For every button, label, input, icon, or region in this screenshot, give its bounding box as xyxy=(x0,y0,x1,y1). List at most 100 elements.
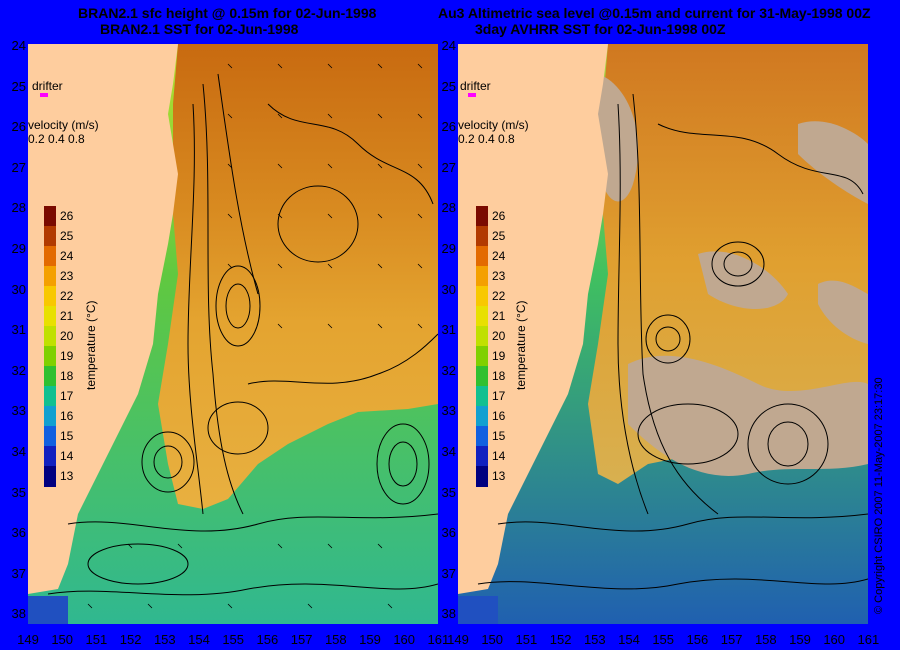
colorbar-tick-label: 23 xyxy=(492,269,506,283)
colorbar-swatch xyxy=(476,466,488,487)
colorbar-swatch xyxy=(476,266,488,287)
colorbar-tick-label: 25 xyxy=(60,229,74,243)
colorbar-swatch xyxy=(44,346,56,367)
colorbar-swatch xyxy=(44,206,56,227)
colorbar-tick-label: 22 xyxy=(492,289,506,303)
colorbar-swatch xyxy=(44,286,56,307)
colorbar-tick-label: 24 xyxy=(492,249,506,263)
colorbar-swatch xyxy=(476,306,488,327)
lat-label: 31 xyxy=(11,322,26,338)
lon-label-left: 159 xyxy=(359,632,381,647)
colorbar-tick-label: 17 xyxy=(60,389,74,403)
bran-sst-map xyxy=(28,44,438,624)
lon-label-right: 158 xyxy=(754,632,777,647)
colorbar-swatch xyxy=(476,246,488,267)
lon-label-right: 151 xyxy=(515,632,538,647)
velocity-label-left: velocity (m/s) xyxy=(28,118,99,132)
drifter-label-left: drifter xyxy=(32,79,63,93)
lon-label-left: 161 xyxy=(427,632,450,647)
colorbar-left xyxy=(44,206,56,487)
lon-label-right: 161 xyxy=(857,632,880,647)
colorbar-swatch xyxy=(44,386,56,407)
colorbar-tick-label: 18 xyxy=(492,369,506,383)
lon-label-right: 160 xyxy=(823,632,846,647)
right-title-2: 3day AVHRR SST for 02-Jun-1998 00Z xyxy=(475,21,726,37)
copyright-text: © Copyright CSIRO 2007 11-May-2007 23:17… xyxy=(873,377,885,614)
lon-label-left: 160 xyxy=(393,632,416,647)
colorbar-tick-label: 26 xyxy=(60,209,74,223)
lat-label-right: 31 xyxy=(441,322,456,338)
lat-label-right: 28 xyxy=(441,200,456,216)
lat-label: 29 xyxy=(11,241,26,256)
colorbar-tick-label: 26 xyxy=(492,209,506,223)
lat-label: 38 xyxy=(11,606,26,622)
lon-label-right: 150 xyxy=(481,632,504,647)
lon-label-right: 149 xyxy=(447,632,469,647)
colorbar-swatch xyxy=(476,406,488,427)
colorbar-tick-label: 20 xyxy=(492,329,506,343)
lat-label: 27 xyxy=(11,159,26,175)
colorbar-swatch xyxy=(476,426,488,447)
lon-label-right: 154 xyxy=(618,632,640,647)
colorbar-right xyxy=(476,206,488,487)
lon-label-left: 155 xyxy=(222,632,245,647)
colorbar-tick-label: 16 xyxy=(60,409,74,423)
lat-label-right: 35 xyxy=(441,484,456,500)
colorbar-swatch xyxy=(44,306,56,327)
lat-label-right: 25 xyxy=(441,78,456,94)
lon-label-right: 156 xyxy=(686,632,709,647)
lat-label: 34 xyxy=(11,444,26,459)
colorbar-swatch xyxy=(476,326,488,347)
lat-label: 28 xyxy=(11,200,26,216)
colorbar-swatch xyxy=(476,206,488,227)
colorbar-swatch xyxy=(44,366,56,387)
colorbar-tick-label: 21 xyxy=(492,309,506,323)
drifter-marker-right xyxy=(468,93,476,97)
lon-label-left: 157 xyxy=(290,632,313,647)
colorbar-tick-label: 21 xyxy=(60,309,74,323)
bran-map-graphic xyxy=(28,44,438,624)
lon-label-left: 152 xyxy=(119,632,142,647)
colorbar-swatch xyxy=(44,466,56,487)
lon-label-right: 159 xyxy=(789,632,811,647)
colorbar-title-left: temperature (°C) xyxy=(84,300,98,391)
lat-label-right: 37 xyxy=(441,565,456,581)
colorbar-swatch xyxy=(476,366,488,387)
colorbar-swatch xyxy=(476,346,488,367)
lat-label-right: 33 xyxy=(441,403,456,419)
colorbar-tick-label: 13 xyxy=(492,469,506,483)
lon-label-left: 151 xyxy=(85,632,108,647)
lat-label: 26 xyxy=(11,119,26,135)
colorbar-tick-label: 24 xyxy=(60,249,74,263)
colorbar-swatch xyxy=(44,446,56,467)
lon-label-left: 149 xyxy=(17,632,39,647)
colorbar-tick-label: 20 xyxy=(60,329,74,343)
velocity-scale-left: 0.2 0.4 0.8 xyxy=(28,132,85,146)
colorbar-swatch xyxy=(476,386,488,407)
lon-label-left: 156 xyxy=(256,632,279,647)
colorbar-title-right: temperature (°C) xyxy=(514,300,528,391)
lat-label-right: 26 xyxy=(441,119,456,135)
lat-label: 32 xyxy=(11,362,26,378)
velocity-label-right: velocity (m/s) xyxy=(458,118,529,132)
colorbar-tick-label: 17 xyxy=(492,389,506,403)
colorbar-tick-label: 19 xyxy=(492,349,506,363)
lat-label: 37 xyxy=(11,565,26,581)
right-title-1: Au3 Altimetric sea level @0.15m and curr… xyxy=(438,5,871,21)
velocity-scale-right: 0.2 0.4 0.8 xyxy=(458,132,515,146)
lat-label: 25 xyxy=(11,78,26,94)
lat-label: 36 xyxy=(11,525,26,541)
lon-label-left: 154 xyxy=(188,632,210,647)
avhrr-sst-map xyxy=(458,44,868,624)
avhrr-map-graphic xyxy=(458,44,868,624)
lat-label-right: 24 xyxy=(441,38,456,53)
colorbar-tick-label: 23 xyxy=(60,269,74,283)
colorbar-swatch xyxy=(44,266,56,287)
lat-label: 30 xyxy=(11,281,26,297)
colorbar-tick-label: 18 xyxy=(60,369,74,383)
lon-label-left: 153 xyxy=(153,632,176,647)
lon-label-right: 152 xyxy=(549,632,572,647)
lat-label: 35 xyxy=(11,484,26,500)
lat-label-right: 38 xyxy=(441,606,456,622)
colorbar-swatch xyxy=(476,286,488,307)
